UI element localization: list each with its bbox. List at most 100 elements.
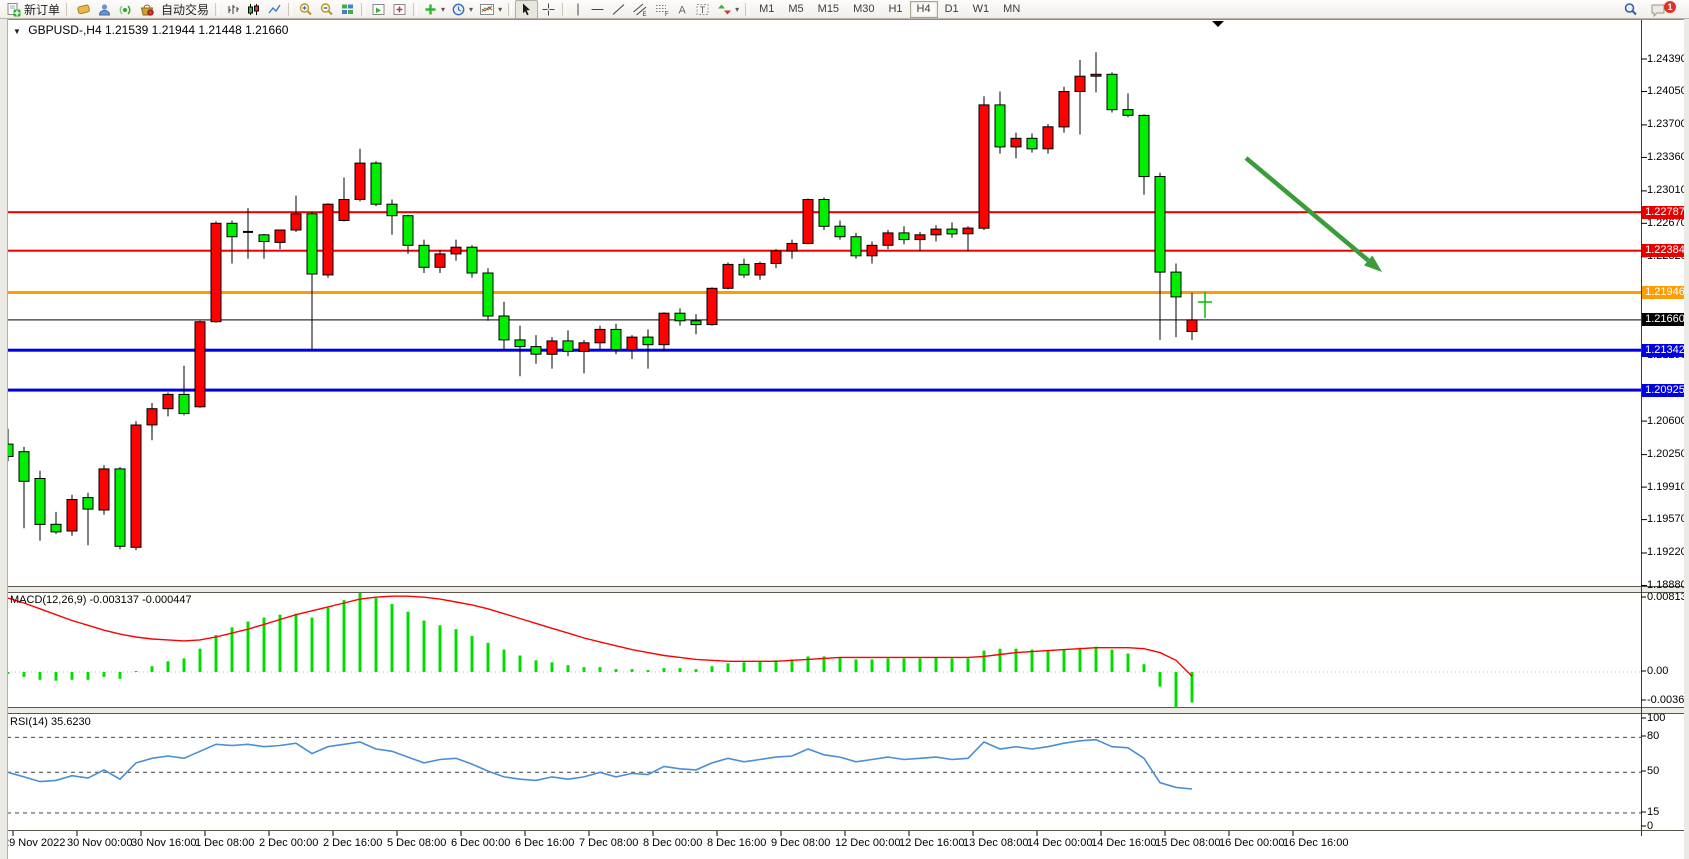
- separator: [413, 2, 418, 16]
- price-tick-label: 1.24050: [1647, 85, 1687, 97]
- time-label: 13 Dec 08:00: [963, 837, 1029, 849]
- svg-text:F: F: [665, 12, 669, 17]
- candlestick-chart-button[interactable]: [243, 1, 264, 18]
- svg-text:T: T: [700, 5, 706, 15]
- window-right-edge: [1684, 19, 1689, 859]
- fibonacci-tool-button[interactable]: F: [651, 1, 673, 18]
- tile-windows-icon: [340, 2, 355, 17]
- time-label: 14 Dec 00:00: [1027, 837, 1093, 849]
- price-tick-label: 1.22670: [1647, 217, 1687, 229]
- timeframe-h1-button[interactable]: H1: [888, 2, 903, 15]
- indicator-window-icon: [371, 2, 386, 17]
- channel-tool-button[interactable]: E: [629, 1, 651, 18]
- chevron-down-icon: ▾: [469, 4, 474, 14]
- time-label: 30 Nov 00:00: [67, 837, 133, 849]
- label-tool-button[interactable]: T: [692, 1, 714, 18]
- zoom-out-button[interactable]: [316, 1, 337, 18]
- timeframe-d1-button[interactable]: D1: [944, 2, 959, 15]
- time-label: 29 Nov 2022: [3, 837, 66, 849]
- timeframe-m30-button[interactable]: M30: [853, 2, 875, 15]
- horizontal-line-tool-button[interactable]: [587, 1, 608, 18]
- search-button[interactable]: [1620, 1, 1641, 18]
- rsi-value: 35.6230: [50, 716, 91, 728]
- time-label: 12 Dec 00:00: [835, 837, 901, 849]
- new-order-icon: [6, 2, 21, 17]
- cursor-tool-button[interactable]: [515, 0, 539, 19]
- vertical-line-tool-button[interactable]: [569, 1, 587, 18]
- line-chart-icon: [267, 2, 282, 17]
- separator: [66, 2, 71, 16]
- window-left-edge: [0, 19, 8, 859]
- separator: [508, 2, 513, 16]
- separator: [745, 2, 750, 16]
- timeframe-m5-button[interactable]: M5: [788, 2, 804, 15]
- time-label: 30 Nov 16:00: [131, 837, 197, 849]
- crosshair-tool-button[interactable]: [538, 1, 559, 18]
- separator: [288, 2, 293, 16]
- templates-button[interactable]: ▾: [476, 1, 505, 18]
- signal-icon: [118, 2, 133, 17]
- separator: [361, 2, 366, 16]
- ohlc-values: 1.21539 1.21944 1.21448 1.21660: [104, 23, 289, 37]
- zoom-in-icon: [298, 2, 313, 17]
- price-tick-label: 1.19220: [1647, 546, 1687, 558]
- market-button[interactable]: [136, 1, 158, 18]
- trendline-tool-button[interactable]: [608, 1, 629, 18]
- search-icon: [1623, 2, 1638, 17]
- symbol-period-label: GBPUSD-,H4: [28, 23, 102, 37]
- autotrading-label: 自动交易: [161, 2, 210, 17]
- rsi-axis-50: 50: [1647, 765, 1660, 777]
- svg-text:E: E: [643, 12, 647, 17]
- zoom-in-button[interactable]: [295, 1, 316, 18]
- bar-chart-button[interactable]: [222, 1, 243, 18]
- timeframe-m1-button[interactable]: M1: [759, 2, 775, 15]
- period-clock-button[interactable]: ▾: [448, 1, 476, 18]
- autotrading-button[interactable]: 自动交易: [158, 1, 212, 18]
- signals-button[interactable]: [115, 1, 136, 18]
- line-chart-button[interactable]: [264, 1, 285, 18]
- notifications-button[interactable]: 1: [1647, 1, 1685, 18]
- trade-history-button[interactable]: [73, 1, 94, 18]
- time-label: 1 Dec 08:00: [195, 837, 255, 849]
- horizontal-line-icon: [590, 2, 605, 17]
- text-tool-button[interactable]: A: [673, 1, 692, 18]
- price-tag: 1.20925: [1642, 384, 1688, 397]
- timeframe-w1-button[interactable]: W1: [972, 2, 990, 15]
- new-order-button[interactable]: 新订单: [3, 1, 63, 18]
- time-label: 8 Dec 00:00: [643, 837, 703, 849]
- chart-title: ▼ GBPUSD-,H4 1.21539 1.21944 1.21448 1.2…: [13, 23, 288, 37]
- basket-icon: [139, 2, 155, 17]
- time-label: 2 Dec 00:00: [259, 837, 319, 849]
- rsi-axis-80: 80: [1647, 730, 1660, 742]
- template-icon: [479, 2, 495, 17]
- time-label: 6 Dec 00:00: [451, 837, 511, 849]
- community-button[interactable]: [94, 1, 115, 18]
- macd-axis-max: 0.008132: [1647, 591, 1689, 603]
- rsi-axis-0: 0: [1647, 820, 1654, 832]
- time-label: 8 Dec 16:00: [707, 837, 767, 849]
- equidistant-channel-icon: E: [632, 2, 648, 17]
- gold-box-icon: [76, 2, 91, 17]
- timeframe-mn-button[interactable]: MN: [1003, 2, 1021, 15]
- tile-windows-button[interactable]: [337, 1, 358, 18]
- macd-label: MACD(12,26,9): [10, 594, 87, 606]
- zoom-out-icon: [319, 2, 334, 17]
- add-object-icon: [423, 2, 438, 17]
- price-tag: 1.21342: [1642, 344, 1688, 357]
- price-tick-label: 1.19910: [1647, 481, 1687, 493]
- add-indicator-button[interactable]: [389, 1, 410, 18]
- rsi-label: RSI(14): [10, 716, 48, 728]
- macd-axis-min: -0.003674: [1647, 694, 1689, 706]
- main-toolbar: 新订单 自动交易 ▾ ▾ ▾ E F A T ▾: [0, 0, 1689, 19]
- arrows-tool-button[interactable]: ▾: [714, 1, 742, 18]
- time-label: 16 Dec 00:00: [1219, 837, 1285, 849]
- separator: [215, 2, 220, 16]
- timeframe-m15-button[interactable]: M15: [817, 2, 840, 15]
- timeframe-h4-button[interactable]: H4: [909, 0, 938, 18]
- svg-text:A: A: [679, 4, 687, 16]
- price-tick-label: 1.18880: [1647, 579, 1687, 591]
- add-object-button[interactable]: ▾: [420, 1, 448, 18]
- indicator-window-button[interactable]: [368, 1, 389, 18]
- price-tick-label: 1.19570: [1647, 513, 1687, 525]
